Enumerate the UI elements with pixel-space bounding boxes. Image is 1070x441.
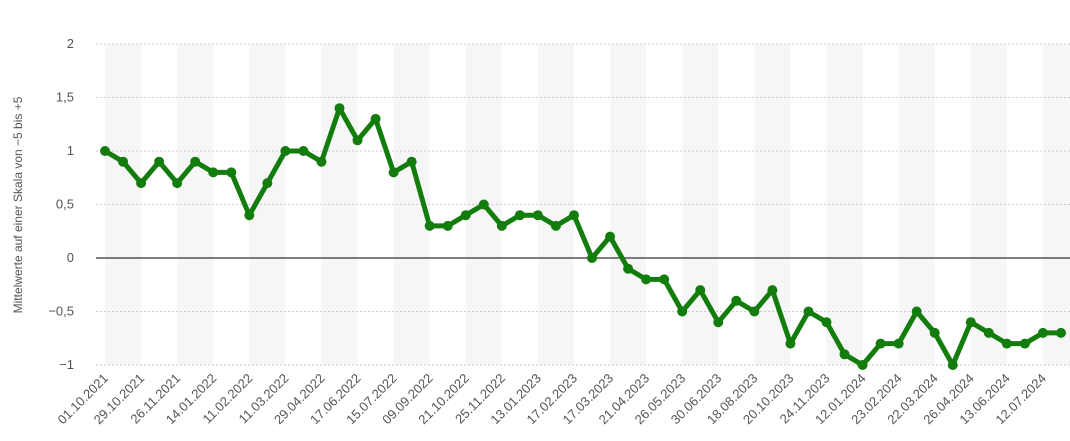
data-point: [947, 360, 958, 370]
data-point: [983, 327, 994, 338]
data-point: [767, 285, 778, 296]
background-stripe: [177, 44, 214, 365]
y-tick-label: 0: [67, 250, 74, 265]
data-point: [478, 199, 489, 210]
data-point: [965, 317, 976, 328]
y-axis-label: Mittelwerte auf einer Skala von −5 bis +…: [11, 96, 25, 313]
data-point: [406, 156, 417, 167]
data-point: [1055, 327, 1066, 338]
data-line: [103, 105, 1061, 368]
y-tick-label: 1,5: [56, 90, 74, 105]
data-point: [298, 146, 309, 156]
data-point: [190, 156, 201, 167]
background-stripe: [321, 44, 358, 365]
y-tick-label: 1: [67, 143, 74, 158]
data-point: [514, 210, 525, 221]
data-point: [857, 360, 868, 370]
data-point: [1001, 338, 1012, 349]
data-point: [659, 274, 670, 285]
data-point: [316, 156, 327, 167]
data-point: [244, 210, 255, 221]
data-point: [442, 220, 453, 231]
data-point: [226, 167, 237, 178]
data-point: [460, 210, 471, 221]
data-point: [821, 317, 832, 328]
data-point: [587, 253, 598, 263]
y-tick-label: 0,5: [56, 197, 74, 212]
data-point: [208, 167, 219, 178]
data-point: [496, 220, 507, 231]
data-point: [172, 178, 183, 189]
data-point: [605, 231, 616, 242]
data-point: [641, 274, 652, 285]
data-point: [785, 338, 796, 349]
data-point: [568, 210, 579, 221]
data-point: [550, 220, 561, 231]
data-point: [154, 156, 165, 167]
data-point: [839, 349, 850, 360]
data-point: [388, 167, 399, 178]
data-point: [280, 146, 291, 156]
data-point: [695, 285, 706, 296]
data-point: [352, 135, 363, 146]
data-point: [424, 220, 435, 231]
data-point: [731, 295, 742, 306]
data-point: [136, 178, 147, 189]
data-point: [677, 306, 688, 317]
data-point: [911, 306, 922, 317]
data-point: [1019, 338, 1030, 349]
data-point: [1037, 327, 1048, 338]
data-point: [749, 306, 760, 317]
background-stripe: [537, 44, 574, 365]
data-point: [713, 317, 724, 328]
data-point: [803, 306, 814, 317]
data-point: [623, 263, 634, 274]
data-point: [100, 146, 111, 156]
data-point: [875, 338, 886, 349]
data-point: [893, 338, 904, 349]
y-tick-label: −1: [59, 357, 74, 372]
data-point: [370, 113, 381, 124]
y-tick-label: 2: [67, 36, 74, 51]
data-point: [532, 210, 543, 221]
data-point: [929, 327, 940, 338]
data-point: [262, 178, 273, 189]
y-tick-label: −0,5: [48, 304, 74, 319]
background-stripe: [105, 44, 142, 365]
data-point: [334, 103, 345, 114]
data-point: [118, 156, 129, 167]
